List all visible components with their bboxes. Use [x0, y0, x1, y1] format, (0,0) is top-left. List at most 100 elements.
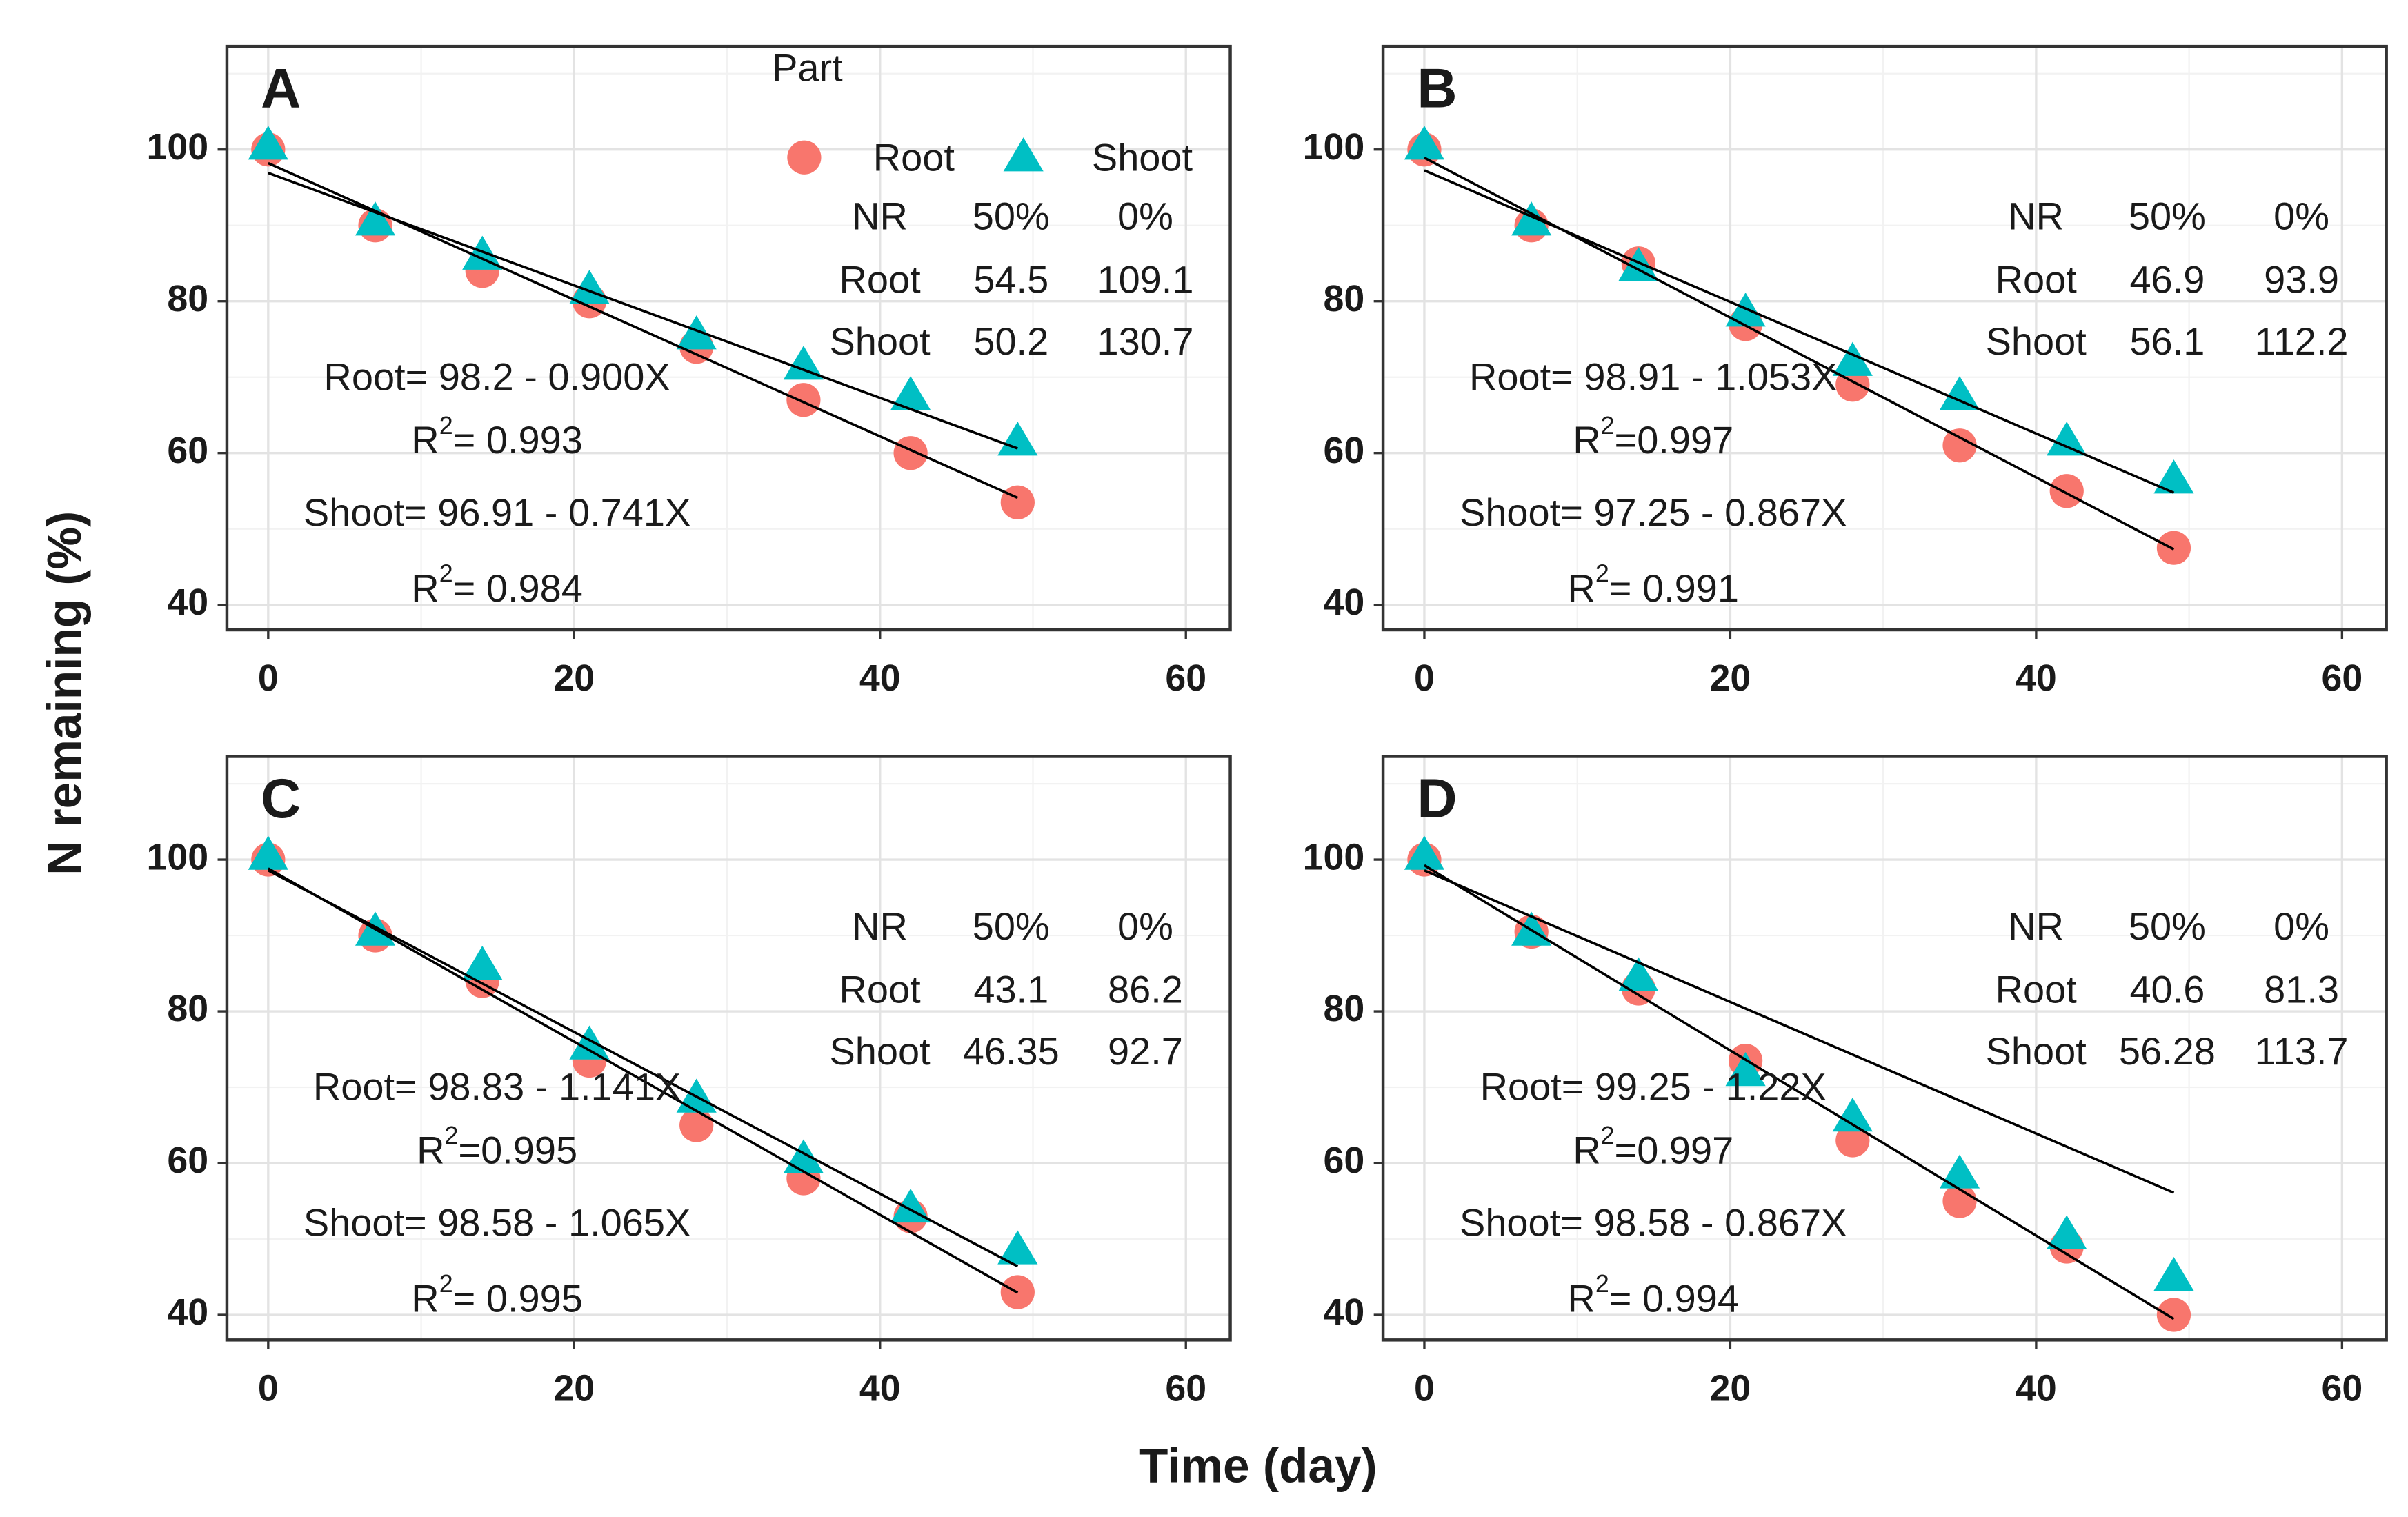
- annotation: Shoot= 97.25 - 0.867X: [1460, 490, 1847, 534]
- x-tick-label: 60: [2322, 657, 2363, 699]
- point: [1511, 201, 1552, 236]
- annotation-part: R: [411, 418, 439, 462]
- fit-line: [267, 867, 1019, 1294]
- point: [2156, 531, 2191, 565]
- annotation-part: =0.997: [1615, 418, 1734, 462]
- table-cell: 112.2: [2255, 319, 2349, 363]
- table-cell: NR: [852, 904, 908, 948]
- y-tick-label: 80: [1324, 988, 1365, 1029]
- point: [997, 422, 1038, 456]
- point: [1835, 1123, 1870, 1158]
- x-tick-label: 40: [859, 1367, 901, 1409]
- panel-background: [226, 756, 1231, 1340]
- table-cell: 50%: [2129, 904, 2206, 948]
- table-cell: NR: [2008, 195, 2064, 238]
- table-cell: 0%: [1117, 904, 1173, 948]
- x-tick-label: 0: [1414, 657, 1435, 699]
- y-tick-label: 60: [167, 1140, 208, 1181]
- x-axis-title: Time (day): [1139, 1439, 1377, 1493]
- annotation-part: R: [411, 566, 439, 610]
- point: [1939, 1154, 1980, 1189]
- table-cell: 40.6: [2129, 968, 2205, 1011]
- table-cell: 0%: [2273, 904, 2329, 948]
- fit-line: [1424, 169, 2175, 494]
- legend-label: Root: [873, 136, 955, 179]
- legend-title: Part: [772, 46, 843, 90]
- table-cell: NR: [852, 195, 908, 238]
- panel-label: D: [1417, 768, 1457, 830]
- table-cell: Root: [1996, 257, 2078, 301]
- annotation: R2= 0.984: [411, 560, 583, 610]
- fit-line: [1424, 869, 2175, 1194]
- point: [1404, 835, 1445, 870]
- fit-line: [1424, 864, 2175, 1320]
- x-tick-label: 40: [859, 657, 901, 699]
- table-cell: 93.9: [2264, 257, 2339, 301]
- table-cell: 130.7: [1097, 319, 1193, 363]
- legend-marker: [787, 140, 822, 175]
- point: [890, 376, 931, 410]
- table-cell: 113.7: [2255, 1029, 2349, 1073]
- table-cell: 50%: [973, 904, 1050, 948]
- panel-label: A: [261, 58, 301, 120]
- annotation: Root= 98.83 - 1.141X: [313, 1065, 681, 1109]
- x-tick-label: 20: [1710, 1367, 1751, 1409]
- y-tick-label: 100: [147, 836, 209, 878]
- annotation: R2=0.997: [1573, 412, 1733, 462]
- y-tick-label: 60: [167, 430, 208, 471]
- point: [1942, 1184, 1977, 1218]
- annotation-part: = 0.984: [453, 566, 583, 610]
- x-tick-label: 0: [258, 657, 279, 699]
- annotation: R2=0.997: [1573, 1122, 1733, 1172]
- point: [786, 383, 821, 417]
- fit-line: [268, 172, 1018, 450]
- point: [2153, 1256, 2194, 1291]
- point: [1404, 126, 1445, 160]
- superscript: 2: [439, 412, 453, 439]
- annotation: Shoot= 98.58 - 0.867X: [1460, 1201, 1847, 1245]
- y-tick-label: 60: [1324, 1140, 1365, 1181]
- point: [2047, 1215, 2087, 1249]
- superscript: 2: [439, 1270, 453, 1298]
- y-axis-title: N remaining (%): [37, 511, 91, 875]
- point: [355, 201, 396, 236]
- point: [1725, 1051, 1766, 1087]
- panel-background: [1383, 756, 2387, 1340]
- table-cell: 46.9: [2129, 257, 2205, 301]
- annotation: R2= 0.991: [1567, 560, 1739, 610]
- superscript: 2: [1595, 560, 1609, 588]
- annotation: R2=0.995: [417, 1122, 577, 1172]
- x-tick-label: 40: [2016, 1367, 2057, 1409]
- table-cell: 50.2: [973, 319, 1048, 363]
- y-tick-label: 100: [1303, 126, 1365, 168]
- point: [679, 1108, 714, 1142]
- panel-label: B: [1417, 58, 1457, 120]
- table-cell: Shoot: [829, 1029, 931, 1073]
- x-tick-label: 60: [1165, 657, 1206, 699]
- annotation: R2= 0.994: [1567, 1270, 1739, 1320]
- annotation-part: =0.997: [1615, 1128, 1734, 1171]
- superscript: 2: [439, 560, 453, 588]
- superscript: 2: [1595, 1270, 1609, 1298]
- table-cell: Shoot: [1986, 1029, 2087, 1073]
- annotation: R2= 0.995: [411, 1270, 583, 1320]
- point: [1618, 247, 1659, 281]
- table-cell: 81.3: [2264, 968, 2339, 1011]
- table-cell: 86.2: [1108, 968, 1183, 1011]
- y-tick-label: 100: [147, 126, 209, 168]
- y-tick-label: 80: [167, 988, 208, 1029]
- x-tick-label: 0: [1414, 1367, 1435, 1409]
- table-cell: 43.1: [973, 968, 1048, 1011]
- point: [2153, 459, 2194, 494]
- annotation: Root= 98.2 - 0.900X: [324, 355, 670, 398]
- table-cell: Root: [839, 968, 921, 1011]
- panel-border: [225, 44, 1232, 632]
- point: [569, 1025, 610, 1060]
- table-cell: 56.28: [2119, 1029, 2216, 1073]
- point: [1832, 341, 1873, 376]
- annotation-part: =0.995: [458, 1128, 577, 1171]
